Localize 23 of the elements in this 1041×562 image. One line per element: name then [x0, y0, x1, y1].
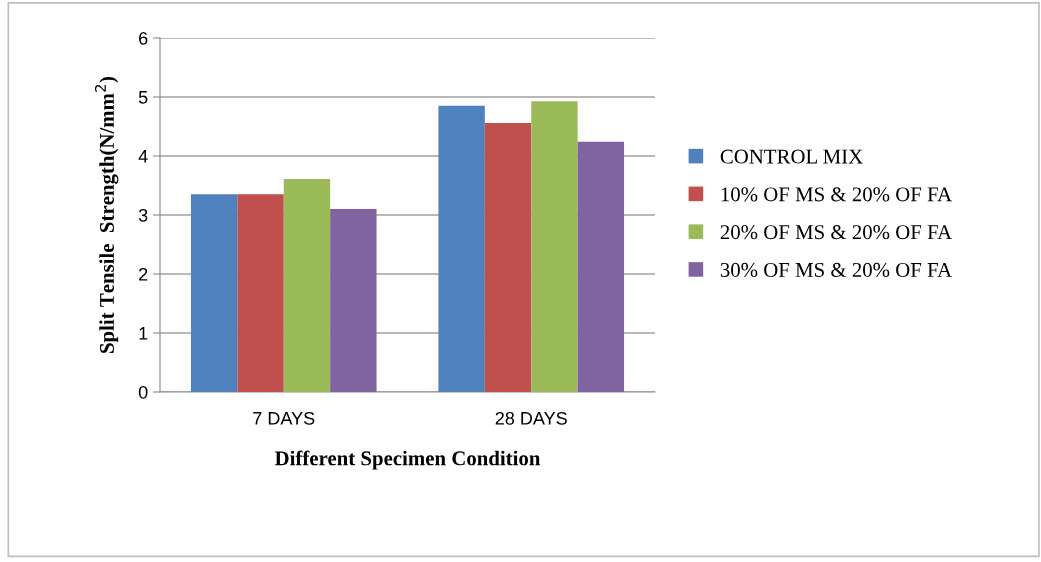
y-tick-label: 1 — [139, 327, 148, 340]
bar — [237, 194, 284, 392]
bar — [330, 209, 377, 392]
legend-label: 10% OF MS & 20% OF FA — [721, 187, 952, 202]
legend-label: 20% OF MS & 20% OF FA — [720, 225, 952, 240]
bar — [283, 179, 331, 392]
x-tick-label: 7 DAYS — [253, 411, 315, 425]
legend-label: 30% OF MS & 20% OF FA — [720, 262, 952, 277]
bar — [190, 194, 238, 392]
y-tick-label: 5 — [138, 91, 148, 104]
bar — [438, 105, 485, 392]
y-tick-label: 6 — [139, 31, 148, 45]
y-tick-label: 3 — [138, 208, 148, 222]
bar — [484, 122, 532, 392]
y-axis-title: Split Tensile Strength(N/mm$^{2}$) — [94, 77, 119, 353]
y-tick-label: 0 — [138, 385, 148, 399]
x-tick-label: 28 DAYS — [495, 411, 567, 425]
bar — [531, 101, 578, 392]
bar — [577, 141, 625, 392]
x-axis-title: Different Specimen Condition — [274, 450, 541, 470]
y-tick-label: 2 — [139, 267, 148, 281]
legend-label: CONTROL MIX — [720, 149, 863, 164]
y-tick-label: 4 — [138, 150, 148, 163]
